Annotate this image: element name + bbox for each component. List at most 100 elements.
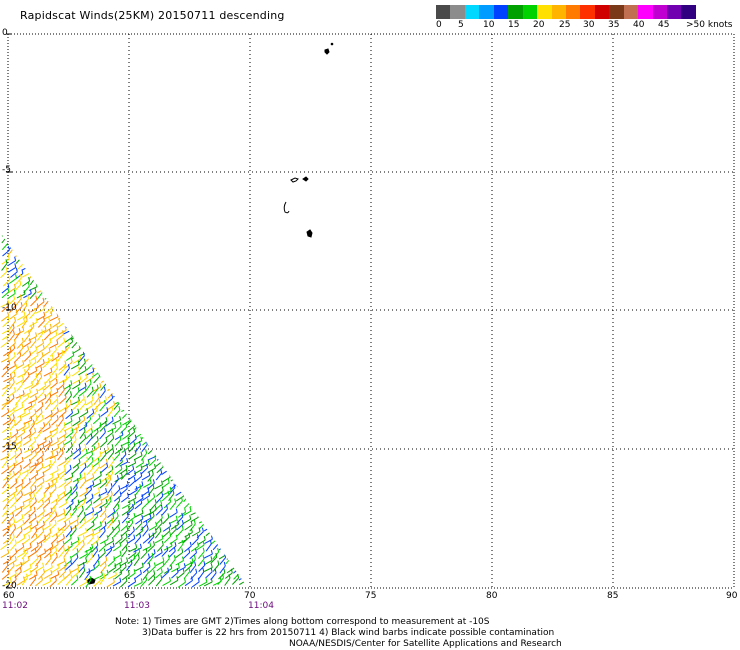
wind-barb xyxy=(134,502,143,510)
wind-barb-feather xyxy=(23,408,26,414)
wind-barb-feather xyxy=(90,350,93,355)
wind-barb xyxy=(77,476,86,482)
wind-barb-feather xyxy=(41,415,44,420)
wind-barb-feather xyxy=(14,387,16,392)
wind-barb-feather xyxy=(20,561,23,567)
wind-barb-feather xyxy=(96,546,98,551)
wind-barb xyxy=(120,426,128,434)
wind-barb-feather xyxy=(76,548,79,553)
wind-barb-feather xyxy=(28,261,31,267)
wind-barb xyxy=(203,559,213,566)
wind-barb-feather xyxy=(34,497,37,502)
wind-barb-feather xyxy=(75,505,77,510)
wind-barb-feather xyxy=(118,485,121,490)
wind-barb xyxy=(24,453,33,460)
wind-barb-feather xyxy=(79,449,82,454)
lat-label: -15 xyxy=(2,442,17,452)
wind-barb-feather xyxy=(70,391,72,396)
wind-barb-feather xyxy=(42,562,45,567)
wind-barb xyxy=(49,328,59,335)
wind-barb-feather xyxy=(120,472,123,478)
wind-barb xyxy=(106,581,115,588)
wind-barb-feather xyxy=(126,512,129,517)
colorbar-swatch xyxy=(594,5,610,19)
wind-barb-feather xyxy=(167,567,170,572)
wind-barb-feather xyxy=(27,282,30,287)
wind-barb xyxy=(43,573,53,579)
wind-barb xyxy=(15,494,23,503)
wind-barb xyxy=(170,475,179,482)
wind-barb-feather xyxy=(49,337,52,343)
wind-barb xyxy=(168,550,176,558)
wind-barb xyxy=(14,277,22,286)
wind-barb-feather xyxy=(127,437,130,443)
wind-barb-feather xyxy=(70,560,73,565)
island-diego-garcia xyxy=(306,229,313,238)
wind-barb xyxy=(141,444,148,453)
wind-barb xyxy=(78,570,86,579)
wind-barb xyxy=(15,505,25,511)
wind-barb xyxy=(78,355,85,363)
wind-barb-feather xyxy=(90,485,92,490)
wind-barb xyxy=(51,367,58,376)
wind-barb xyxy=(219,557,226,565)
wind-barb-feather xyxy=(91,386,94,391)
wind-barb xyxy=(28,551,37,558)
wind-barb xyxy=(105,500,112,509)
wind-barb xyxy=(9,313,18,320)
wind-barb-feather xyxy=(15,487,18,492)
wind-barb xyxy=(8,521,16,529)
wind-barb-feather xyxy=(133,534,136,539)
wind-barb-feather xyxy=(57,443,60,449)
wind-barb xyxy=(23,567,32,573)
wind-barb xyxy=(126,522,134,531)
wind-barb-feather xyxy=(74,525,77,530)
wind-barb-feather xyxy=(189,515,192,520)
wind-barb-feather xyxy=(77,568,80,573)
wind-barb-feather xyxy=(21,491,23,496)
wind-barb-feather xyxy=(147,435,150,440)
wind-barb xyxy=(22,392,31,398)
wind-barb xyxy=(8,382,15,390)
wind-barb xyxy=(16,580,25,586)
wind-barb xyxy=(134,566,144,572)
wind-barb-feather xyxy=(118,526,121,531)
map-title: Rapidscat Winds(25KM) 20150711 descendin… xyxy=(20,9,285,22)
wind-barb-feather xyxy=(43,568,45,573)
wind-barb-feather xyxy=(68,455,71,461)
wind-barb-feather xyxy=(172,489,175,494)
wind-barb-feather xyxy=(85,340,88,345)
wind-barb xyxy=(86,467,94,476)
wind-barb xyxy=(49,316,59,322)
wind-barb-feather xyxy=(154,463,156,469)
wind-barb xyxy=(168,487,176,495)
wind-barb xyxy=(155,578,163,587)
wind-barb-feather xyxy=(14,556,17,561)
wind-barb-feather xyxy=(64,478,67,483)
wind-barb xyxy=(9,482,18,489)
wind-barb xyxy=(134,536,141,545)
wind-barb-feather xyxy=(79,354,82,359)
wind-barb xyxy=(128,445,136,453)
wind-barb xyxy=(2,426,10,433)
wind-barb-feather xyxy=(166,504,168,509)
wind-barb-feather xyxy=(43,422,46,427)
wind-barb-feather xyxy=(22,501,25,506)
wind-barb-feather xyxy=(89,575,92,581)
wind-barb xyxy=(91,446,100,453)
wind-barb xyxy=(30,530,38,539)
wind-barb xyxy=(70,518,79,525)
wind-barb xyxy=(35,342,44,349)
wind-barb-feather xyxy=(29,543,32,548)
wind-barb xyxy=(72,378,81,385)
wind-barb-feather xyxy=(61,527,64,532)
wind-barb xyxy=(50,476,59,482)
wind-barb-feather xyxy=(48,295,50,300)
wind-barb xyxy=(133,455,143,461)
wind-barb xyxy=(70,552,79,559)
wind-barb-feather xyxy=(83,498,86,503)
wind-barb-feather xyxy=(85,527,88,533)
wind-barb-feather xyxy=(224,540,227,545)
wind-barb-feather xyxy=(12,561,15,567)
wind-barb xyxy=(7,495,16,503)
